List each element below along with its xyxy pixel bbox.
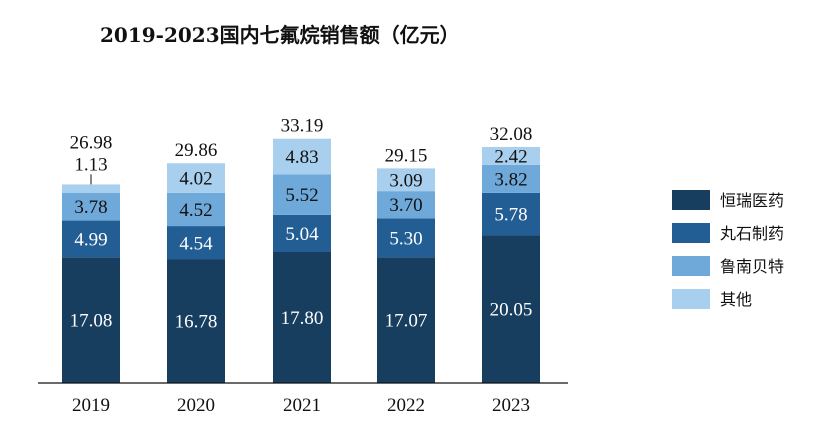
x-ticks-group: 2019 2020 2021 2022 2023 bbox=[72, 395, 530, 416]
bar-segment-2023-3 bbox=[482, 146, 540, 165]
legend-swatch bbox=[672, 190, 710, 210]
value-label: 3.09 bbox=[389, 170, 422, 191]
legend-label: 恒瑞医药 bbox=[720, 191, 784, 210]
x-tick-label: 2020 bbox=[177, 395, 215, 416]
total-label: 32.08 bbox=[490, 124, 533, 145]
bar-segment-2021-1 bbox=[273, 214, 331, 252]
value-label: 5.30 bbox=[389, 228, 422, 249]
bar-segment-2022-3 bbox=[377, 168, 435, 192]
value-label: 16.78 bbox=[175, 312, 218, 333]
value-label: 5.04 bbox=[285, 224, 319, 245]
value-label: 5.78 bbox=[494, 205, 527, 226]
value-label: 17.08 bbox=[70, 311, 113, 332]
legend-label: 鲁南贝特 bbox=[720, 257, 784, 276]
total-label: 29.15 bbox=[385, 145, 428, 166]
bar-segment-2019-0 bbox=[62, 257, 120, 383]
x-tick-label: 2023 bbox=[492, 395, 530, 416]
x-tick-label: 2021 bbox=[283, 395, 321, 416]
bar-segment-2020-0 bbox=[167, 259, 225, 383]
bars-group bbox=[62, 138, 540, 383]
value-label: 1.13 bbox=[74, 154, 107, 175]
value-label: 4.83 bbox=[285, 147, 318, 168]
value-label: 17.80 bbox=[281, 308, 324, 329]
legend-label: 丸石制药 bbox=[720, 224, 784, 243]
legend-swatch bbox=[672, 256, 710, 276]
value-label: 20.05 bbox=[490, 300, 533, 321]
value-label: 17.07 bbox=[385, 311, 428, 332]
bar-segment-2022-1 bbox=[377, 218, 435, 258]
chart-title: 2019-2023国内七氟烷销售额（亿元） bbox=[100, 23, 460, 47]
bar-segment-2020-2 bbox=[167, 192, 225, 227]
value-label: 3.70 bbox=[389, 195, 422, 216]
bar-segment-2019-2 bbox=[62, 192, 120, 221]
bar-segment-2023-0 bbox=[482, 235, 540, 383]
bar-segment-2020-1 bbox=[167, 226, 225, 260]
bar-segment-2019-1 bbox=[62, 220, 120, 258]
bar-segment-2020-3 bbox=[167, 163, 225, 193]
total-label: 33.19 bbox=[281, 116, 324, 137]
x-tick-label: 2019 bbox=[72, 395, 110, 416]
bar-segment-2023-2 bbox=[482, 164, 540, 193]
value-label: 3.78 bbox=[74, 197, 107, 218]
value-label: 2.42 bbox=[494, 146, 527, 167]
bar-segment-2021-2 bbox=[273, 174, 331, 215]
x-tick-label: 2022 bbox=[387, 395, 425, 416]
bar-segment-2021-0 bbox=[273, 251, 331, 383]
legend-swatch bbox=[672, 223, 710, 243]
value-label: 4.52 bbox=[179, 200, 212, 221]
legend-swatch bbox=[672, 289, 710, 309]
bar-segment-2021-3 bbox=[273, 138, 331, 175]
value-label: 4.02 bbox=[179, 169, 212, 190]
bar-segment-2022-0 bbox=[377, 257, 435, 383]
bar-segment-2022-2 bbox=[377, 191, 435, 219]
bar-segment-2023-1 bbox=[482, 192, 540, 236]
value-label: 4.99 bbox=[74, 229, 107, 250]
total-label: 29.86 bbox=[175, 140, 218, 161]
total-label: 26.98 bbox=[70, 132, 113, 153]
bar-segment-2019-3 bbox=[62, 184, 120, 193]
legend-label: 其他 bbox=[720, 290, 752, 309]
value-label: 5.52 bbox=[285, 185, 318, 206]
value-label: 4.54 bbox=[179, 233, 213, 254]
value-label: 3.82 bbox=[494, 169, 527, 190]
